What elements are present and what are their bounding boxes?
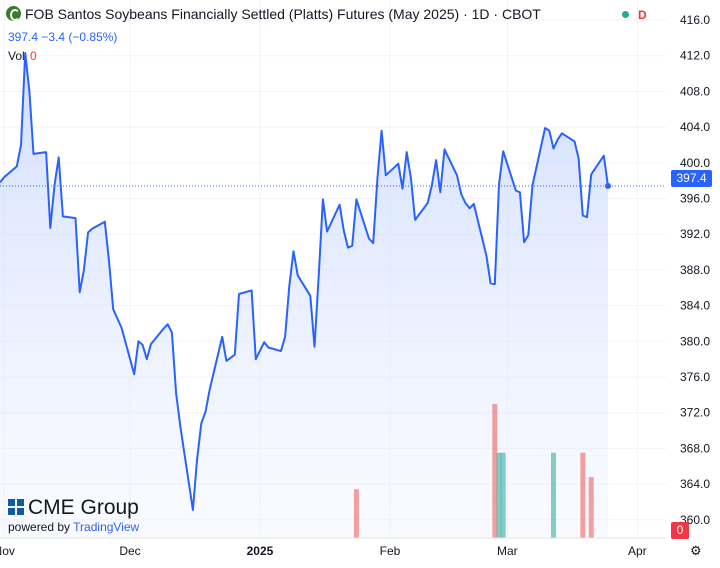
volume-legend[interactable]: Vol 0 bbox=[8, 49, 37, 63]
y-tick-label: 388.0 bbox=[680, 263, 710, 277]
volume-bar bbox=[496, 452, 502, 538]
x-tick-label: 2025 bbox=[247, 544, 274, 558]
x-axis: Nov Dec 2025 Feb Mar Apr bbox=[0, 537, 666, 558]
price-line bbox=[0, 52, 611, 511]
volume-bar bbox=[588, 477, 594, 538]
y-tick-label: 384.0 bbox=[680, 299, 710, 313]
cme-group-logo: CME Group bbox=[8, 496, 139, 520]
y-tick-label: 364.0 bbox=[680, 477, 710, 491]
volume-label: Vol bbox=[8, 49, 25, 63]
gear-icon[interactable]: ⚙ bbox=[690, 543, 702, 558]
price-change-readout: 397.4 −3.4 (−0.85%) bbox=[8, 30, 118, 44]
x-tick-label: Feb bbox=[380, 544, 401, 558]
y-tick-label: 404.0 bbox=[680, 120, 710, 134]
volume-axis-label: 0 bbox=[671, 522, 689, 539]
y-tick-label: 368.0 bbox=[680, 441, 710, 455]
y-tick-label: 372.0 bbox=[680, 406, 710, 420]
price-area bbox=[0, 53, 608, 538]
volume-bar bbox=[580, 452, 586, 538]
y-tick-label: 408.0 bbox=[680, 84, 710, 98]
x-tick-label: Nov bbox=[0, 544, 15, 558]
market-status-dot-icon bbox=[622, 11, 629, 18]
cme-globe-icon bbox=[8, 499, 24, 515]
volume-value: 0 bbox=[30, 49, 37, 63]
y-tick-label: 396.0 bbox=[680, 192, 710, 206]
volume-bar bbox=[492, 404, 498, 538]
powered-by: powered by TradingView bbox=[8, 520, 139, 534]
last-price-label: 397.4 bbox=[671, 170, 712, 187]
y-tick-label: 392.0 bbox=[680, 227, 710, 241]
volume-bar bbox=[500, 452, 506, 538]
volume-bar bbox=[353, 489, 359, 538]
y-tick-label: 400.0 bbox=[680, 156, 710, 170]
tradingview-link[interactable]: TradingView bbox=[73, 520, 140, 534]
x-tick-label: Mar bbox=[497, 544, 518, 558]
powered-by-label: powered by bbox=[8, 520, 71, 534]
x-tick-label: Dec bbox=[119, 544, 140, 558]
volume-bars bbox=[353, 404, 594, 538]
y-tick-label: 416.0 bbox=[680, 13, 710, 27]
instrument-title: FOB Santos Soybeans Financially Settled … bbox=[25, 6, 541, 22]
y-tick-label: 380.0 bbox=[680, 334, 710, 348]
y-tick-label: 376.0 bbox=[680, 370, 710, 384]
instrument-header: FOB Santos Soybeans Financially Settled … bbox=[6, 6, 541, 22]
last-price-point bbox=[605, 183, 611, 190]
y-axis: 416.0 412.0 408.0 404.0 400.0 396.0 392.0 388.0… bbox=[680, 13, 710, 527]
y-tick-label: 412.0 bbox=[680, 49, 710, 63]
x-tick-label: Apr bbox=[628, 544, 647, 558]
cme-logo-icon bbox=[6, 6, 21, 21]
cme-group-text: CME Group bbox=[28, 496, 139, 519]
price-area-fill bbox=[0, 53, 608, 538]
price-series-line[interactable] bbox=[0, 52, 609, 511]
delayed-badge[interactable]: D bbox=[638, 8, 647, 22]
volume-bar bbox=[550, 452, 556, 538]
